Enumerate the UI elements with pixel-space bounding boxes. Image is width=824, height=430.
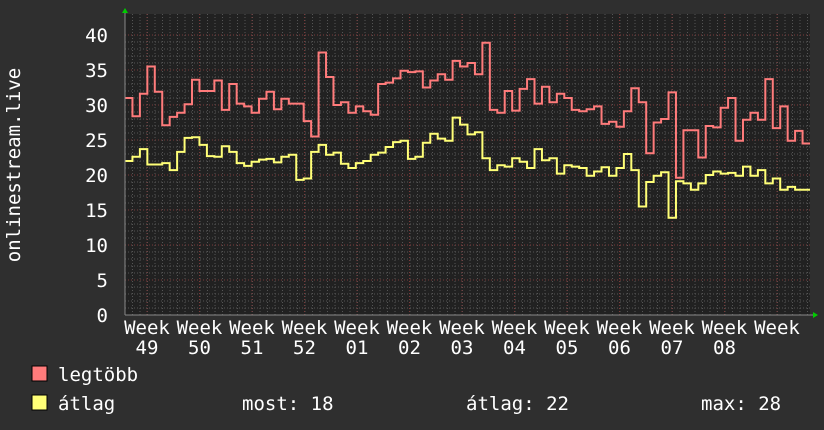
x-tick-label: Week 06	[596, 317, 643, 359]
x-axis-arrow-icon	[813, 312, 818, 318]
x-tick-label: Week	[754, 317, 800, 339]
x-tick-label: Week 03	[439, 317, 485, 359]
y-tick-label: 20	[85, 165, 108, 187]
x-tick-label: Week 05	[544, 317, 590, 359]
legend-label-legtobb: legtöbb	[58, 364, 138, 386]
stat-most: most: 18	[242, 393, 334, 415]
x-tick-label: Week 02	[386, 317, 433, 359]
x-tick-label: Week 07	[649, 317, 695, 359]
x-tick-label: Week 49	[124, 317, 170, 359]
x-tick-label: Week 08	[701, 317, 748, 359]
legend-swatch-legtobb	[31, 365, 48, 382]
series-line-legtobb	[125, 41, 810, 179]
series-group	[125, 41, 810, 219]
plot-area	[125, 14, 810, 315]
x-tick-label: Week 52	[281, 317, 328, 359]
y-tick-label: 5	[97, 270, 108, 292]
y-axis-ticks: 0 5 10 15 20 25 30 35 40	[85, 25, 108, 327]
stat-max: max: 28	[701, 393, 781, 415]
x-tick-label: Week 51	[229, 317, 275, 359]
y-tick-label: 30	[85, 95, 108, 117]
y-tick-label: 25	[85, 130, 108, 152]
legend-swatch-atlag	[31, 394, 48, 411]
grid	[125, 14, 810, 315]
x-tick-label: Week 50	[176, 317, 223, 359]
x-tick-label: Week 01	[334, 317, 380, 359]
y-tick-label: 0	[97, 305, 108, 327]
y-tick-label: 10	[85, 235, 108, 257]
axes	[122, 8, 818, 318]
y-tick-label: 35	[85, 60, 108, 82]
series-line-atlag	[125, 116, 810, 219]
y-axis-title: onlinestream.live	[3, 68, 25, 262]
x-tick-label: Week 04	[491, 317, 538, 359]
y-tick-label: 15	[85, 200, 108, 222]
legend-label-atlag: átlag	[58, 393, 115, 415]
y-axis-arrow-icon	[122, 8, 128, 13]
stat-atlag: átlag: 22	[466, 393, 569, 415]
y-tick-label: 40	[85, 25, 108, 47]
